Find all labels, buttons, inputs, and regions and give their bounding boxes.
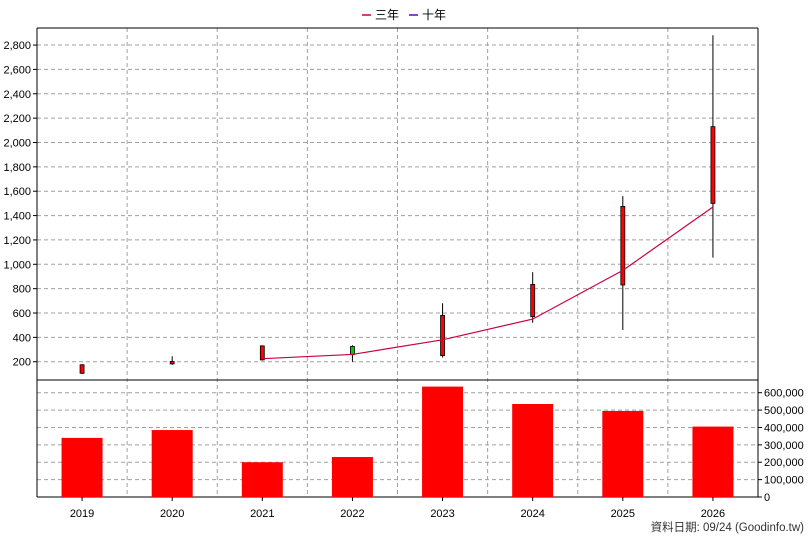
price-tick-label: 1,200 bbox=[3, 235, 31, 247]
candle-body bbox=[620, 206, 626, 286]
price-tick-label: 2,200 bbox=[3, 113, 31, 125]
volume-bar bbox=[241, 462, 283, 497]
volume-bar bbox=[692, 426, 734, 497]
legend: 三年 十年 bbox=[362, 8, 446, 22]
series-line bbox=[262, 206, 714, 360]
price-tick-label: 1,600 bbox=[3, 186, 31, 198]
price-tick-label: 2,800 bbox=[3, 40, 31, 52]
volume-bar bbox=[151, 430, 193, 497]
candlesticks bbox=[79, 35, 716, 374]
price-tick-label: 200 bbox=[13, 357, 31, 369]
x-tick-label: 2025 bbox=[611, 508, 635, 520]
x-tick-label: 2022 bbox=[340, 508, 364, 520]
x-tick-label: 2026 bbox=[701, 508, 725, 520]
price-tick-label: 1,000 bbox=[3, 259, 31, 271]
volume-tick-label: 300,000 bbox=[764, 440, 804, 452]
price-tick-label: 400 bbox=[13, 332, 31, 344]
volume-bar bbox=[422, 386, 464, 497]
volume-tick-label: 0 bbox=[764, 492, 770, 504]
volume-tick-label: 600,000 bbox=[764, 388, 804, 400]
x-tick-label: 2023 bbox=[430, 508, 454, 520]
candle-body bbox=[79, 364, 85, 374]
volume-tick-label: 400,000 bbox=[764, 422, 804, 434]
candle-body bbox=[530, 283, 536, 318]
candle-body bbox=[440, 315, 445, 357]
price-axis: 200 400 600 800 1,000 1,200 1,400 1,600 1,800 2,0… bbox=[3, 40, 37, 369]
price-tick-label: 2,000 bbox=[3, 137, 31, 149]
volume-tick-label: 500,000 bbox=[764, 405, 804, 417]
volume-axis: 0 100,000 200,000 300,000 400,000 500,000 600,… bbox=[758, 388, 804, 504]
price-tick-label: 600 bbox=[13, 308, 31, 320]
legend-label: 三年 bbox=[375, 8, 399, 22]
volume-bar bbox=[61, 437, 103, 497]
price-tick-label: 1,800 bbox=[3, 162, 31, 174]
grid bbox=[37, 28, 758, 497]
x-tick-label: 2021 bbox=[250, 508, 274, 520]
x-tick-label: 2020 bbox=[160, 508, 184, 520]
volume-bar bbox=[512, 403, 554, 497]
candle-body bbox=[169, 361, 175, 365]
price-tick-label: 2,600 bbox=[3, 64, 31, 76]
price-tick-label: 2,400 bbox=[3, 89, 31, 101]
price-tick-label: 1,400 bbox=[3, 211, 31, 223]
candle-body bbox=[259, 345, 265, 361]
average-lines bbox=[262, 206, 714, 360]
price-tick-label: 800 bbox=[13, 284, 31, 296]
volume-tick-label: 200,000 bbox=[764, 457, 804, 469]
volume-bar bbox=[331, 457, 373, 497]
legend-label: 十年 bbox=[422, 8, 446, 22]
volume-tick-label: 100,000 bbox=[764, 475, 804, 487]
volume-bars bbox=[61, 386, 734, 497]
volume-bar bbox=[602, 410, 644, 497]
footer-source: 資料日期: 09/24 (Goodinfo.tw) bbox=[651, 520, 805, 534]
x-tick-label: 2019 bbox=[70, 508, 94, 520]
candle-body bbox=[710, 126, 716, 204]
candle-body bbox=[350, 346, 355, 356]
x-tick-label: 2024 bbox=[520, 508, 544, 520]
x-axis: 2019 2020 2021 2022 2023 2024 2025 2026 bbox=[70, 497, 725, 520]
